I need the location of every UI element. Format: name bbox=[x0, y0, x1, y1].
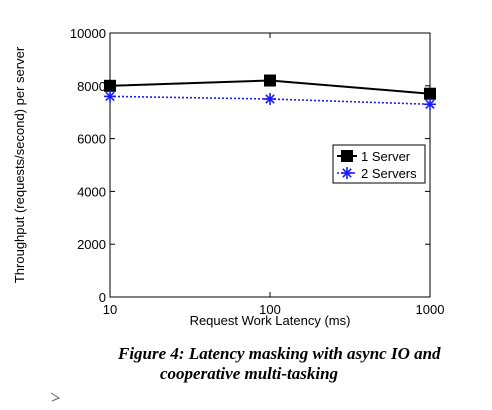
y-axis-label: Throughput (requests/second) per server bbox=[12, 46, 27, 283]
data-point-series-2 bbox=[264, 93, 276, 105]
x-axis: 10 100 1000 bbox=[103, 33, 445, 317]
y-axis: 0 2000 4000 6000 8000 10000 bbox=[70, 26, 430, 305]
caption-line-2: cooperative multi-tasking bbox=[160, 364, 339, 383]
legend-marker bbox=[341, 150, 353, 162]
stray-mark-icon bbox=[50, 392, 60, 402]
caption-line-1: Figure 4: Latency masking with async IO … bbox=[118, 344, 441, 363]
y-tick-label: 0 bbox=[99, 290, 106, 305]
y-tick-label: 6000 bbox=[77, 132, 106, 147]
y-tick-label: 4000 bbox=[77, 184, 106, 199]
x-tick-label: 1000 bbox=[416, 302, 445, 317]
data-point-series-2 bbox=[424, 98, 436, 111]
x-tick-label: 10 bbox=[103, 302, 117, 317]
y-tick-label: 2000 bbox=[77, 237, 106, 252]
x-tick-label: 100 bbox=[259, 302, 281, 317]
data-point-series-1 bbox=[264, 74, 276, 87]
y-tick-label: 8000 bbox=[77, 79, 106, 94]
series-layer bbox=[104, 74, 436, 111]
figure-caption: Figure 4: Latency masking with async IO … bbox=[100, 344, 492, 384]
x-axis-label: Request Work Latency (ms) bbox=[190, 313, 351, 328]
data-point-series-1 bbox=[424, 87, 436, 100]
legend-marker bbox=[341, 167, 353, 179]
legend-label: 1 Server bbox=[361, 149, 411, 164]
legend: 1 Server 2 Servers bbox=[332, 144, 426, 184]
data-point-series-2 bbox=[104, 90, 116, 103]
y-tick-label: 10000 bbox=[70, 26, 106, 41]
data-point-series-1 bbox=[104, 79, 116, 92]
legend-label: 2 Servers bbox=[361, 166, 417, 181]
line-chart: 0 2000 4000 6000 8000 10000 10 100 1000 1 Serve… bbox=[12, 26, 445, 328]
